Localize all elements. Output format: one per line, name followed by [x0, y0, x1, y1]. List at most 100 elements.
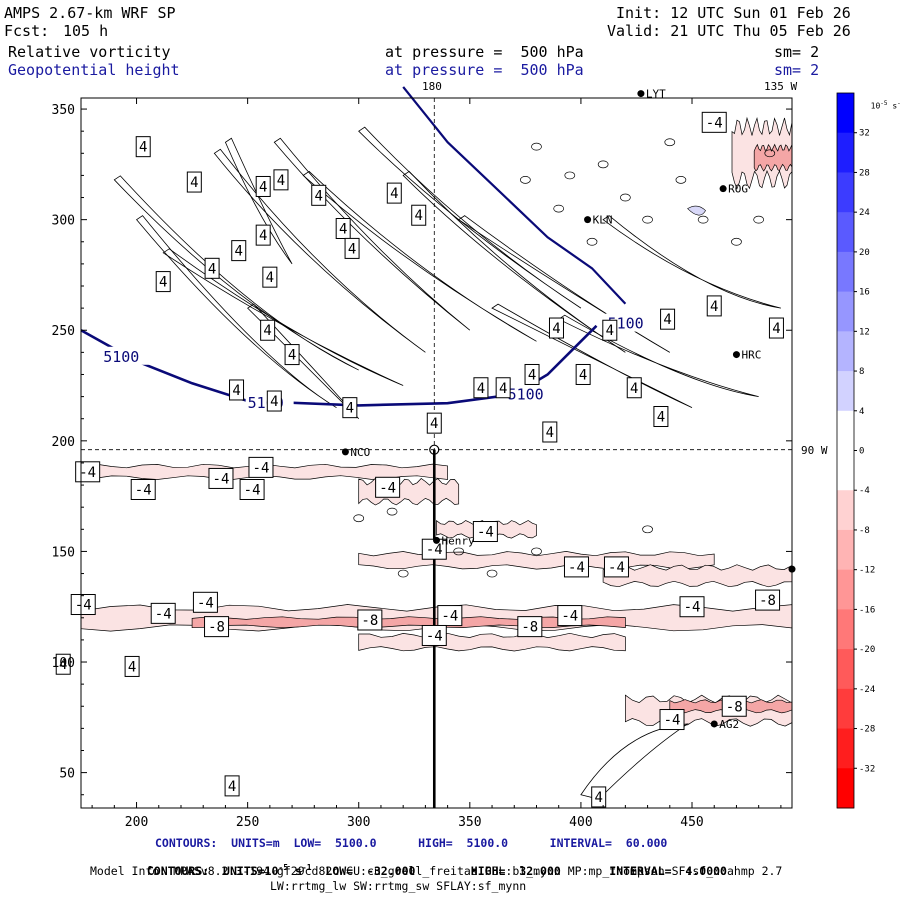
contour-label: 4 [528, 367, 536, 383]
colorbar-segment [837, 371, 854, 412]
colorbar-label: 20 [859, 248, 870, 258]
contour-label-box [375, 476, 401, 498]
contour-label: -4 [664, 713, 681, 729]
contour-label-box [204, 257, 220, 279]
y-tick-label: 50 [59, 767, 75, 782]
contour-label: -4 [197, 595, 214, 611]
x-tick-label: 450 [680, 815, 703, 830]
contour-label-box [472, 521, 498, 543]
model-title: AMPS 2.67-km WRF SP [4, 4, 176, 22]
colorbar-label: 4 [859, 407, 864, 417]
stations-layer: LYT ROG KLN HRC NCO Henry AG2 [341, 88, 796, 731]
colorbar-segment [837, 93, 854, 134]
contour-label-box [755, 589, 781, 611]
station-label: NCO [350, 446, 370, 459]
vorticity-cell [553, 204, 565, 213]
contour-label: -8 [208, 620, 225, 636]
contour-label: 4 [228, 779, 236, 795]
colorbar-label: 24 [859, 208, 870, 218]
colorbar-segment [837, 649, 854, 690]
vorticity-cell [531, 547, 542, 556]
contour-label-box [386, 182, 402, 204]
contour-label-box [75, 461, 101, 483]
contour-label-box [135, 136, 151, 158]
colorbar-label: -28 [859, 725, 875, 735]
vorticity-contour [302, 170, 537, 342]
y-tick-label: 350 [52, 103, 75, 118]
contour-label: -4 [706, 115, 723, 131]
contour-label-box [548, 317, 564, 339]
colorbar-label: -32 [859, 764, 875, 774]
contour-label-box [557, 605, 583, 627]
contour-label: 4 [259, 179, 267, 195]
height-contour-5100 [80, 324, 598, 407]
contour-label-box [224, 775, 240, 797]
contour-label: 4 [663, 312, 671, 328]
colorbar-unit: 10-5 s-1 [870, 100, 900, 111]
contour-label-box [260, 319, 276, 341]
contour-label-box [679, 596, 705, 618]
contour-label-box [563, 556, 589, 578]
contour-label-box [204, 616, 230, 638]
vorticity-contour [213, 148, 426, 353]
contour-label-box [524, 363, 540, 385]
x-tick-label: 300 [347, 815, 370, 830]
negative-vorticity-region [191, 616, 626, 629]
vorticity-cell [642, 525, 653, 534]
colorbar-label: 16 [859, 288, 870, 298]
contour-label-box [55, 653, 71, 675]
colorbar-label: -8 [859, 526, 870, 536]
negative-vorticity-region [358, 477, 460, 506]
contour-label: -4 [75, 598, 92, 614]
contour-label: 4 [159, 275, 167, 291]
station-marker [637, 90, 645, 98]
footer-model-info: Model Info: MPASv8.2.3-194-gf29cd82c CU:… [90, 864, 783, 878]
y-tick-label: 100 [52, 656, 75, 671]
contour-label: 4 [315, 188, 323, 204]
field1-level: at pressure = 500 hPa [385, 43, 584, 61]
station-label: ROG [728, 183, 748, 196]
x-tick-label: 200 [125, 815, 148, 830]
forecast-label: Fcst: [4, 22, 50, 40]
vorticity-contour [402, 170, 626, 353]
contour-label-box [591, 786, 607, 808]
vorticity-cell [520, 175, 531, 184]
height-label: 5100 [103, 348, 139, 366]
positive-vorticity-region [687, 205, 706, 216]
contour-label: 4 [235, 244, 243, 260]
contour-label-box [437, 605, 463, 627]
contour-label-box [421, 624, 447, 646]
vorticity-contour [358, 126, 582, 309]
contour-label: -4 [608, 560, 625, 576]
contour-label: -8 [759, 593, 776, 609]
contour-label-box [517, 616, 543, 638]
station-label: AG2 [719, 718, 739, 731]
contour-label: 4 [139, 140, 147, 156]
contour-label-box [575, 363, 591, 385]
contour-label: 4 [270, 394, 278, 410]
contour-label: 4 [606, 323, 614, 339]
height-label-bg [505, 384, 554, 403]
y-tick-label: 150 [52, 545, 75, 560]
vorticity-cell [586, 237, 598, 246]
footer-height-contours: CONTOURS: UNITS=m LOW= 5100.0 HIGH= 5100… [155, 836, 668, 850]
contour-label-box [357, 609, 383, 631]
y-tick-label: 200 [52, 435, 75, 450]
vorticity-contour [580, 723, 690, 800]
vorticity-cell [597, 160, 609, 169]
colorbar-segment [837, 688, 854, 730]
contour-label: -4 [79, 465, 96, 481]
contour-label: 4 [339, 221, 347, 237]
vorticity-contour [457, 215, 671, 353]
pole-marker [429, 444, 440, 455]
colorbar-label: 28 [859, 168, 870, 178]
vorticity-contour [273, 137, 471, 331]
contour-label: 4 [430, 416, 438, 432]
colorbar-segment [837, 410, 854, 451]
contour-label-box [255, 175, 271, 197]
contour-label: 4 [288, 348, 296, 364]
contour-label: 4 [263, 323, 271, 339]
height-contour-5100-north [402, 86, 627, 305]
vorticity-cell [486, 569, 498, 578]
